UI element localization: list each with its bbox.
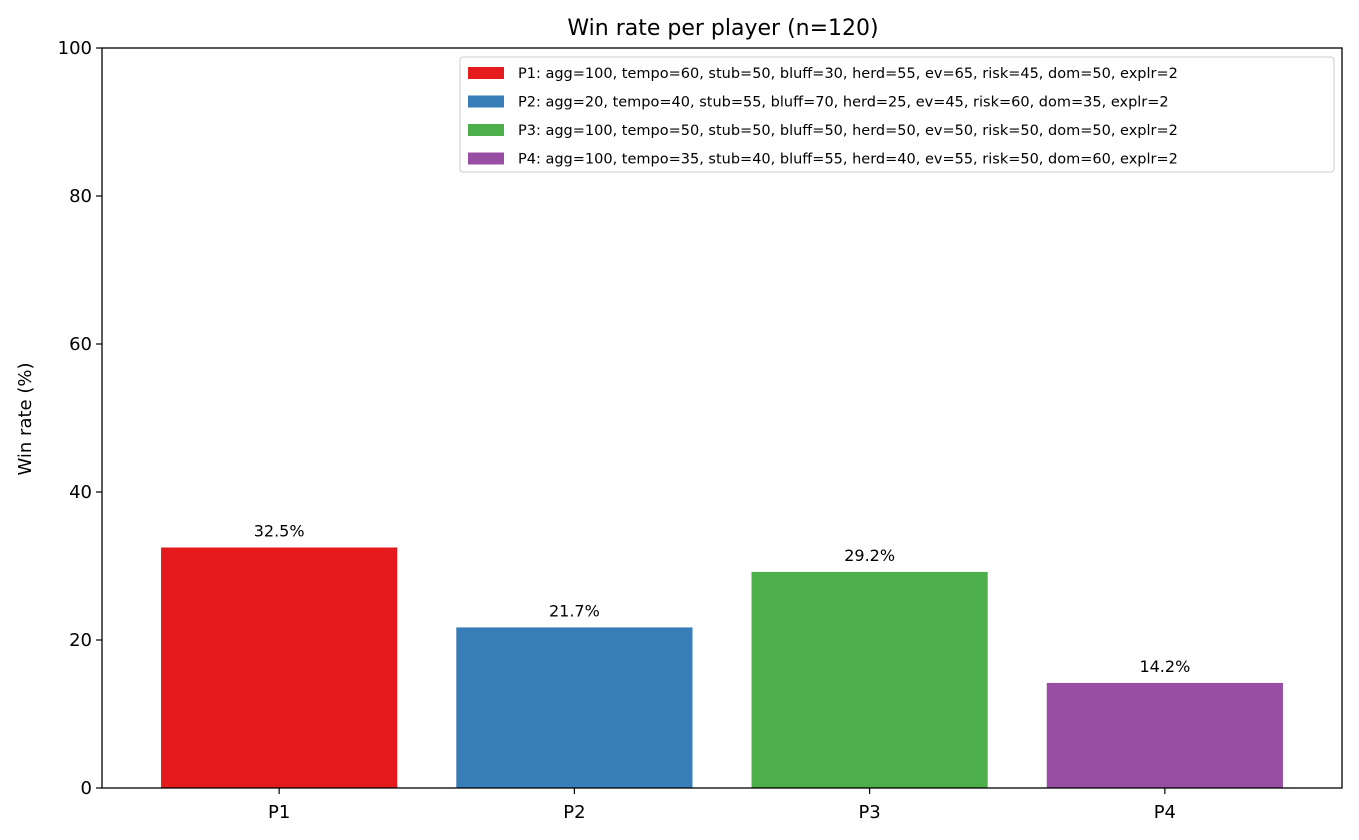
legend-swatch [468, 95, 504, 108]
bar-p1 [161, 547, 398, 788]
bar-p3 [751, 571, 988, 788]
legend-swatch [468, 152, 504, 165]
x-tick-label: P4 [1154, 802, 1176, 823]
y-axis-ticks: 0 20 40 60 80 100 [58, 38, 102, 799]
bar-value-label: 32.5% [254, 522, 305, 541]
y-tick-label: 60 [69, 334, 92, 355]
legend-swatch [468, 124, 504, 136]
bar-value-label: 29.2% [844, 546, 895, 565]
bar-p4 [1046, 682, 1283, 788]
y-tick-label: 40 [69, 482, 92, 503]
bars [161, 547, 1283, 788]
y-axis-label: Win rate (%) [15, 363, 36, 476]
bar-p2 [456, 627, 693, 788]
legend-entry: P3: agg=100, tempo=50, stub=50, bluff=50… [518, 123, 1178, 139]
y-tick-label: 80 [69, 186, 92, 207]
x-tick-label: P2 [563, 802, 585, 823]
bar-value-label: 21.7% [549, 601, 600, 620]
plot-frame [101, 47, 1343, 789]
legend-entry: P1: agg=100, tempo=60, stub=50, bluff=30… [518, 66, 1178, 82]
y-tick-label: 20 [69, 630, 92, 651]
y-tick-label: 100 [58, 38, 92, 59]
x-axis-ticks: P1 P2 P3 P4 [268, 788, 1176, 823]
legend-swatch [468, 67, 504, 79]
legend-entry: P4: agg=100, tempo=35, stub=40, bluff=55… [518, 152, 1178, 168]
legend-entry: P2: agg=20, tempo=40, stub=55, bluff=70,… [518, 95, 1169, 111]
bar-value-label: 14.2% [1139, 657, 1190, 676]
chart-title: Win rate per player (n=120) [567, 16, 878, 41]
legend-box [459, 56, 1335, 173]
x-tick-label: P1 [268, 802, 290, 823]
legend: P1: agg=100, tempo=60, stub=50, bluff=30… [459, 56, 1335, 173]
y-tick-label: 0 [81, 778, 92, 799]
bar-value-labels: 32.5% 21.7% 29.2% 14.2% [254, 522, 1191, 676]
x-tick-label: P3 [858, 802, 880, 823]
